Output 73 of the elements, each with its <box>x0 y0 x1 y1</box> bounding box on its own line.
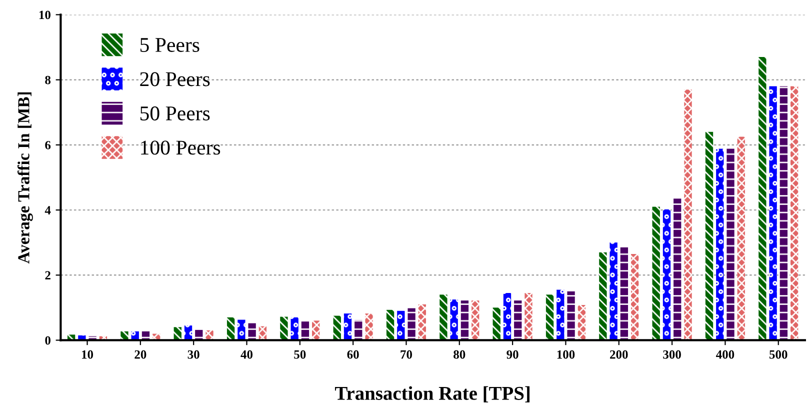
bar <box>344 314 352 340</box>
bar <box>226 317 235 340</box>
x-tick-label: 40 <box>240 350 253 359</box>
legend-label: 5 Peers <box>140 38 200 52</box>
y-tick-label: 6 <box>45 140 51 150</box>
bar <box>365 314 373 340</box>
x-tick-label: 50 <box>294 350 306 359</box>
bar <box>737 136 745 340</box>
bar <box>450 300 458 340</box>
bar <box>312 320 320 340</box>
bar <box>280 316 288 340</box>
x-tick-label: 80 <box>454 350 466 359</box>
x-tick-label: 10 <box>82 350 94 359</box>
x-tick-label: 90 <box>506 350 518 359</box>
bar <box>460 300 469 340</box>
bar <box>333 316 341 340</box>
bar <box>301 320 310 340</box>
bar <box>290 317 298 340</box>
x-tick-label: 400 <box>716 350 734 359</box>
y-tick-label: 0 <box>45 336 50 345</box>
x-tick-label: 200 <box>610 350 628 359</box>
bar <box>567 291 575 340</box>
bar <box>758 57 766 340</box>
bar <box>662 209 671 340</box>
bar <box>790 86 798 340</box>
bar <box>674 198 682 340</box>
x-tick-label: 20 <box>134 350 146 359</box>
bar <box>238 320 246 340</box>
bar <box>354 320 362 340</box>
legend-label: 20 Peers <box>140 72 210 86</box>
bar <box>258 326 267 340</box>
bar <box>578 305 586 340</box>
bar <box>620 247 628 340</box>
bar <box>514 300 522 340</box>
y-axis-title: Average Traffic In [MB] <box>17 92 33 264</box>
bar <box>184 326 192 340</box>
bar <box>386 310 394 340</box>
x-tick-label: 70 <box>400 350 412 359</box>
bar <box>546 294 554 340</box>
x-tick-label: 300 <box>663 350 681 359</box>
bar <box>397 310 405 340</box>
bar <box>418 304 426 340</box>
bar <box>610 242 618 340</box>
bar <box>780 86 788 340</box>
bar <box>472 300 480 340</box>
y-tick-label: 2 <box>45 271 50 280</box>
bar <box>599 252 607 340</box>
x-tick-label: 60 <box>347 350 359 359</box>
x-tick-label: 100 <box>557 350 575 359</box>
bar <box>248 323 256 340</box>
bar <box>726 148 734 340</box>
bar <box>492 308 500 340</box>
bar <box>524 293 532 340</box>
bar <box>769 86 777 340</box>
bar <box>705 132 714 340</box>
bar <box>631 254 639 340</box>
bar <box>503 293 512 340</box>
x-tick-label: 500 <box>770 350 788 359</box>
x-tick-label: 30 <box>188 350 200 359</box>
bar <box>652 206 660 340</box>
legend-label: 50 Peers <box>140 106 210 120</box>
bar <box>440 294 448 340</box>
bar <box>408 308 416 340</box>
y-tick-label: 4 <box>44 206 51 214</box>
bar <box>684 90 692 340</box>
x-axis-title: Transaction Rate [TPS] <box>335 386 530 402</box>
bar <box>716 148 724 340</box>
y-tick-label: 8 <box>45 76 51 84</box>
bar <box>206 330 214 340</box>
bar <box>174 327 182 340</box>
legend-label: 100 Peers <box>141 140 220 155</box>
y-tick-label: 10 <box>39 10 50 20</box>
bar <box>556 290 564 340</box>
